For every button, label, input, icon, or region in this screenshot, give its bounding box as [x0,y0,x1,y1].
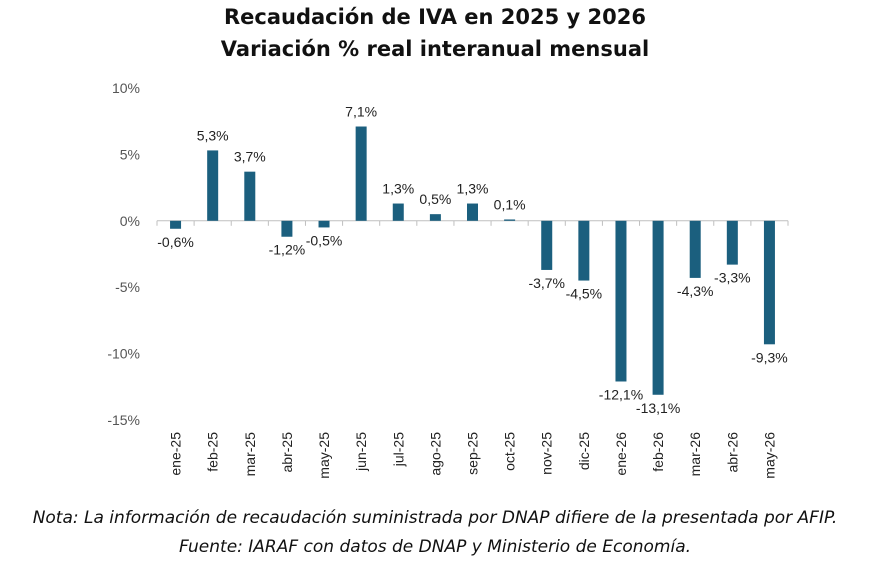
x-tick-label: jun-25 [353,432,369,472]
bar [244,171,256,221]
x-tick-label: feb-26 [650,432,666,472]
data-label: -3,7% [528,275,565,291]
y-tick-label: -10% [107,346,140,362]
x-tick-label: ene-26 [613,432,629,476]
bar [652,220,664,395]
x-tick-label: mar-26 [687,432,703,477]
data-label: -0,5% [306,232,343,248]
x-tick-label: ene-25 [168,432,184,476]
bar [281,220,293,237]
bar [467,203,478,221]
x-tick-label: mar-25 [242,432,258,477]
x-tick-label: ago-25 [427,432,443,476]
x-tick-label: oct-25 [502,432,518,471]
data-label: -9,3% [751,349,788,365]
data-label: -12,1% [599,386,643,402]
x-tick-label: may-26 [761,432,777,479]
bar-chart: 10% 5% 0% -5% -10% -15% -0,6% ene-25 5,3% feb-25 3… [107,80,789,479]
data-label: -4,5% [566,286,603,302]
x-tick-label: jul-25 [390,432,406,467]
data-label: 5,3% [197,127,229,143]
source-text: Fuente: IARAF con datos de DNAP y Minist… [178,537,692,557]
x-tick-label: sep-25 [465,432,481,475]
data-label: 7,1% [345,104,377,120]
x-tick-label: feb-25 [205,432,221,472]
bar [392,203,404,221]
data-label: -3,3% [714,270,751,286]
y-tick-label: 10% [112,80,140,96]
bar [318,220,330,228]
y-tick-label: 0% [120,213,140,229]
data-label: 1,3% [457,181,489,197]
bar [429,214,441,221]
data-label: 0,1% [494,196,526,212]
x-tick-label: abr-25 [279,432,295,473]
chart-title: Recaudación de IVA en 2025 y 2026 [223,5,647,29]
bar [763,220,775,345]
bar [541,220,553,270]
data-label: -1,2% [269,242,306,258]
bar [689,220,701,278]
x-tick-label: may-25 [316,432,332,479]
chart-subtitle: Variación % real interanual mensual [220,37,650,61]
bar [504,219,516,221]
y-tick-label: -15% [107,412,140,428]
data-label: 1,3% [382,181,414,197]
data-label: -4,3% [677,283,714,299]
data-label: 0,5% [419,191,451,207]
note-text: Nota: La información de recaudación sumi… [32,508,838,528]
data-label: -13,1% [636,400,680,416]
y-tick-label: -5% [115,279,140,295]
bar [615,220,627,382]
x-tick-label: abr-26 [724,432,740,473]
data-label: 3,7% [234,149,266,165]
data-label: -0,6% [157,234,194,250]
bar [578,220,590,281]
x-tick-label: nov-25 [539,432,555,475]
x-tick-label: dic-25 [576,432,592,470]
y-tick-label: 5% [120,146,140,162]
bar [207,150,219,221]
bar [355,126,367,221]
bar [170,220,182,229]
bar [726,220,738,265]
